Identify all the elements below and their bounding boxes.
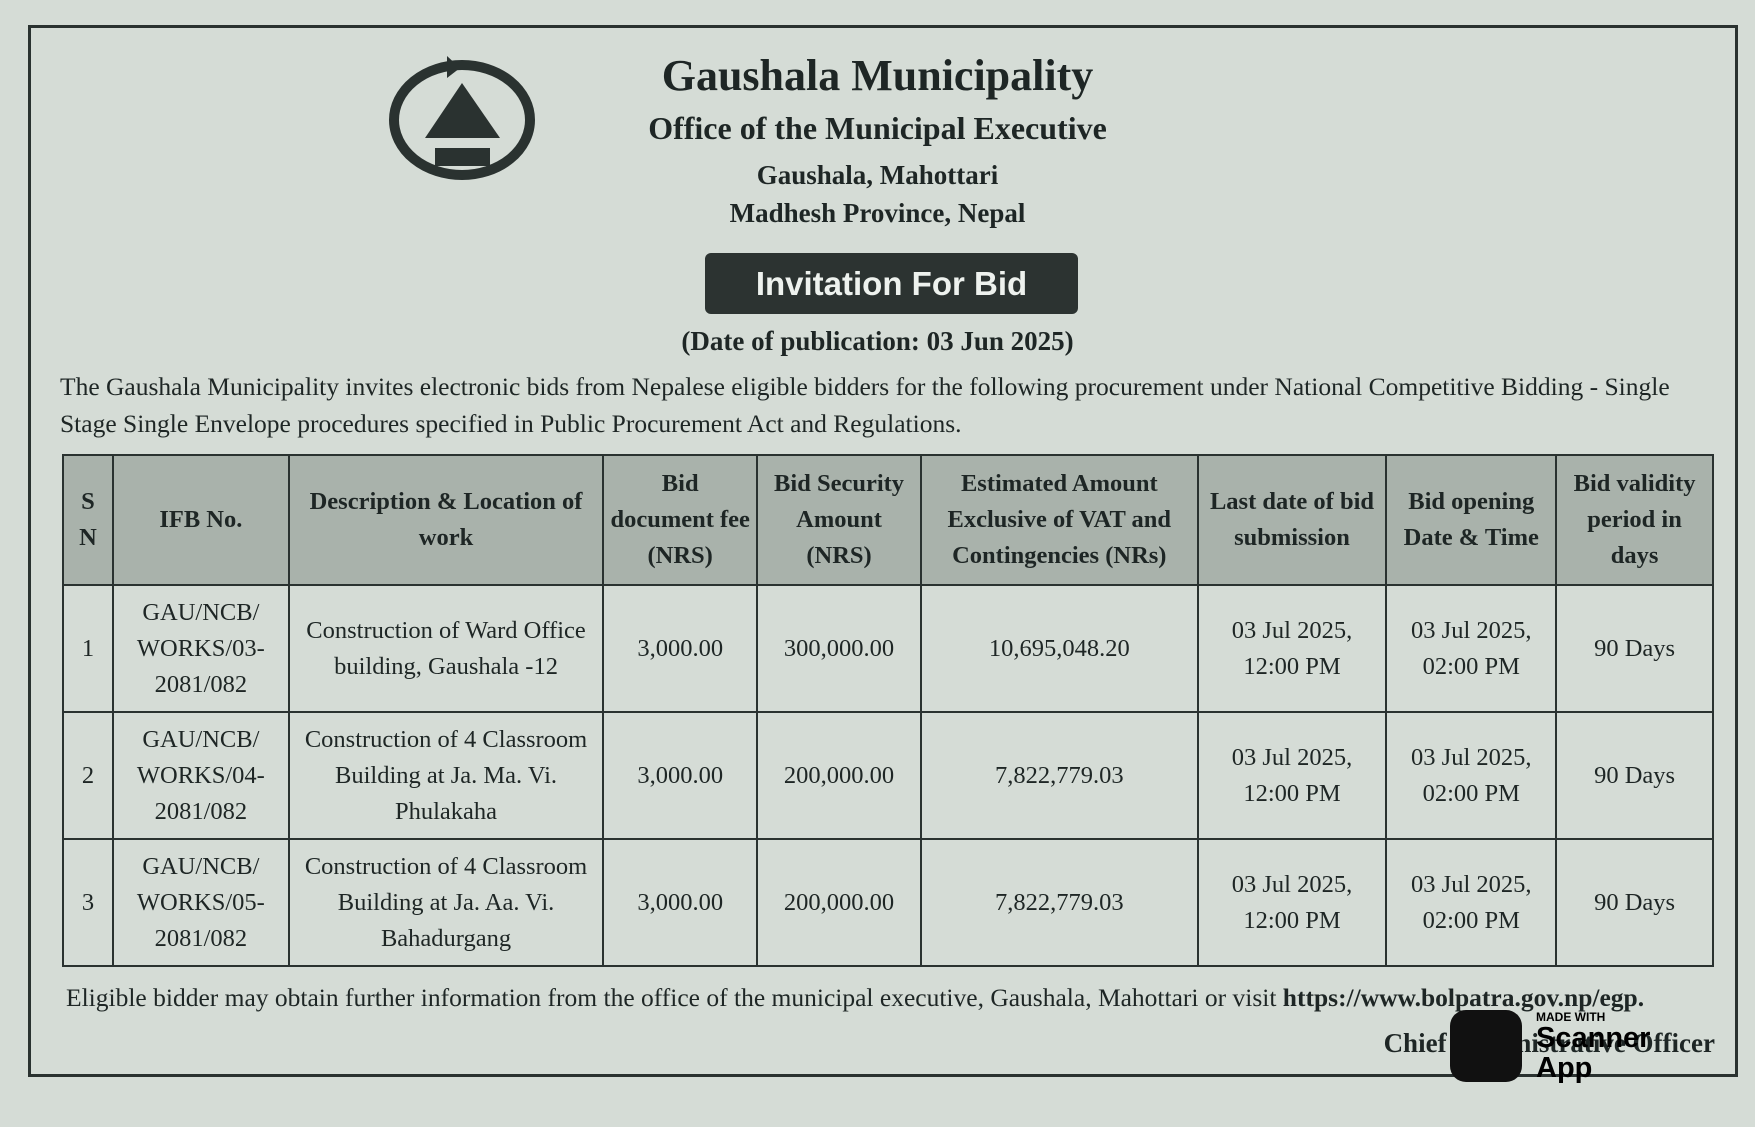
table-cell: 3,000.00 — [602, 584, 759, 713]
table-cell: 7,822,779.03 — [919, 711, 1199, 840]
footer: Eligible bidder may obtain further infor… — [66, 978, 1721, 1018]
column-header: Bid Security Amount (NRS) — [756, 454, 922, 586]
bid-table: S N IFB No. Description & Location of work… — [62, 454, 1714, 967]
table-cell: 10,695,048.20 — [919, 584, 1199, 713]
subtitle: Office of the Municipal Executive — [648, 110, 1107, 146]
made-with: MADE WITH — [1536, 1010, 1606, 1024]
table-cell: 90 Days — [1555, 838, 1714, 967]
table-row: 1 GAU/NCB/ WORKS/03- 2081/082 Construction… — [62, 584, 1714, 713]
table-cell: GAU/NCB/ WORKS/05- 2081/082 — [111, 838, 290, 967]
table-cell: Construction of 4 Classroom Building at … — [287, 711, 605, 840]
table-row: 2 GAU/NCB/ WORKS/04- 2081/082 Construction… — [62, 711, 1714, 840]
table-cell: Construction of Ward Office building, Ga… — [287, 584, 605, 713]
column-header: Estimated Amount Exclusive of VAT and Co… — [919, 454, 1199, 586]
footer-text: Eligible bidder may obtain further infor… — [66, 983, 1283, 1012]
table-cell: 03 Jul 2025, 12:00 PM — [1196, 838, 1388, 967]
table-cell: 200,000.00 — [756, 838, 922, 967]
table-cell: 03 Jul 2025, 02:00 PM — [1385, 711, 1558, 840]
table-cell: Construction of 4 Classroom Building at … — [287, 838, 605, 967]
table-cell: 03 Jul 2025, 02:00 PM — [1385, 584, 1558, 713]
title: Gaushala Municipality — [661, 51, 1094, 100]
table-cell: 200,000.00 — [756, 711, 922, 840]
column-header: Description & Location of work — [287, 454, 605, 586]
location: Gaushala, Mahottari — [756, 160, 999, 190]
table-cell: 1 — [62, 584, 114, 713]
column-header: Last date of bid submission — [1196, 454, 1388, 586]
table-cell: 03 Jul 2025, 12:00 PM — [1196, 584, 1388, 713]
table-cell: GAU/NCB/ WORKS/04- 2081/082 — [111, 711, 290, 840]
table-cell: 2 — [62, 711, 114, 840]
table-row: 3 GAU/NCB/ WORKS/05- 2081/082 Construction… — [62, 838, 1714, 967]
publication-date: (Date of publication: 03 Jun 2025) — [681, 326, 1074, 356]
border — [28, 25, 1738, 1077]
table-cell: 300,000.00 — [756, 584, 922, 713]
column-header: Bid document fee (NRS) — [602, 454, 759, 586]
emblem — [389, 56, 535, 180]
table-cell: 3 — [62, 838, 114, 967]
province: Madhesh Province, Nepal — [729, 198, 1026, 228]
table-cell: 7,822,779.03 — [919, 838, 1199, 967]
app-name: Scanner — [1536, 1022, 1651, 1054]
column-header: Bid opening Date & Time — [1385, 454, 1558, 586]
table-body: 1 GAU/NCB/ WORKS/03- 2081/082 Construction… — [62, 584, 1714, 967]
intro: The Gaushala Municipality invites electr… — [60, 372, 1670, 438]
link[interactable]: https://www.bolpatra.gov.np/egp. — [1282, 983, 1645, 1012]
signature: Chief Administrative Officer — [1383, 1028, 1715, 1058]
table-cell: 3,000.00 — [602, 838, 759, 967]
table-cell: 90 Days — [1555, 711, 1714, 840]
table-cell: 3,000.00 — [602, 711, 759, 840]
table-cell: GAU/NCB/ WORKS/03- 2081/082 — [111, 584, 290, 713]
app-icon — [1450, 1010, 1522, 1082]
column-header: Bid validity period in days — [1555, 454, 1714, 586]
header-row: S N IFB No. Description & Location of work… — [62, 454, 1714, 586]
column-header: IFB No. — [111, 454, 290, 586]
badge: Invitation For Bid — [705, 253, 1078, 314]
table-cell: 03 Jul 2025, 12:00 PM — [1196, 711, 1388, 840]
app-name: App — [1536, 1052, 1593, 1084]
watermark: MADE WITH Scanner App — [1450, 1010, 1740, 1088]
table-cell: 90 Days — [1555, 584, 1714, 713]
column-header: S N — [62, 454, 114, 586]
table-cell: 03 Jul 2025, 02:00 PM — [1385, 838, 1558, 967]
